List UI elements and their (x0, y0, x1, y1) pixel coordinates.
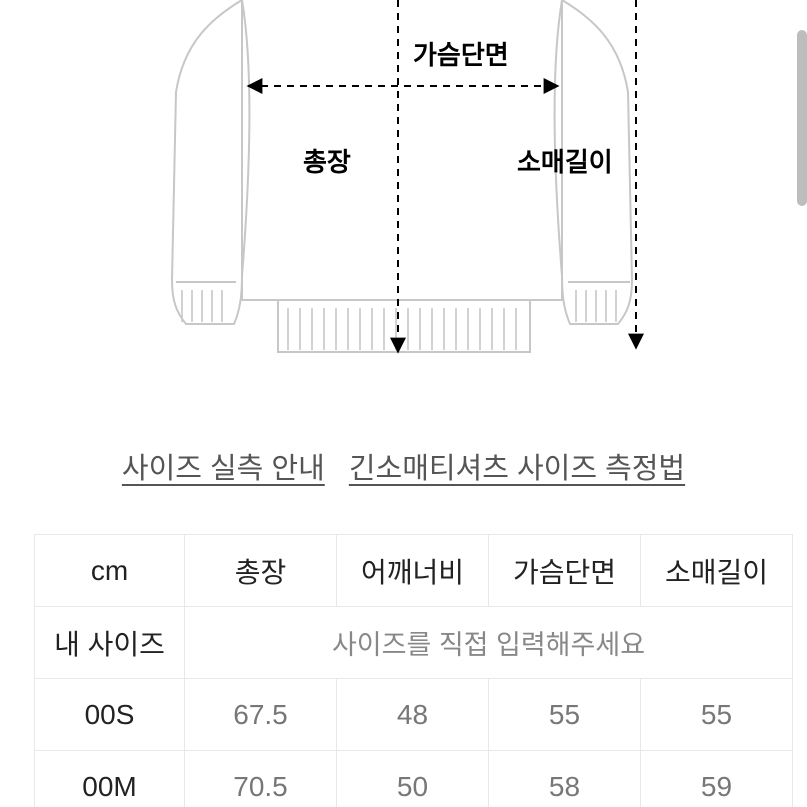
size-table-wrap: cm 총장 어깨너비 가슴단면 소매길이 내 사이즈 사이즈를 직접 입력해주세… (34, 534, 793, 807)
cell: 55 (641, 679, 793, 751)
cell: 58 (489, 751, 641, 807)
table-header-row: cm 총장 어깨너비 가슴단면 소매길이 (35, 535, 793, 607)
size-label: 00S (35, 679, 185, 751)
cell: 50 (337, 751, 489, 807)
cell: 48 (337, 679, 489, 751)
cell: 55 (489, 679, 641, 751)
link-measure-how[interactable]: 긴소매티셔츠 사이즈 측정법 (349, 453, 685, 485)
col-shoulder: 어깨너비 (337, 535, 489, 607)
cell: 67.5 (185, 679, 337, 751)
my-size-row[interactable]: 내 사이즈 사이즈를 직접 입력해주세요 (35, 607, 793, 679)
unit-header: cm (35, 535, 185, 607)
label-total-length: 총장 (303, 142, 351, 179)
my-size-label: 내 사이즈 (35, 607, 185, 679)
table-row: 00S 67.5 48 55 55 (35, 679, 793, 751)
link-size-guide[interactable]: 사이즈 실측 안내 (122, 453, 325, 485)
label-chest: 가슴단면 (413, 35, 509, 72)
my-size-placeholder[interactable]: 사이즈를 직접 입력해주세요 (185, 607, 793, 679)
col-total-length: 총장 (185, 535, 337, 607)
garment-svg (0, 0, 807, 370)
col-sleeve: 소매길이 (641, 535, 793, 607)
cell: 70.5 (185, 751, 337, 807)
cell: 59 (641, 751, 793, 807)
label-sleeve-length: 소매길이 (517, 142, 613, 179)
col-chest: 가슴단면 (489, 535, 641, 607)
help-links: 사이즈 실측 안내 긴소매티셔츠 사이즈 측정법 (0, 445, 807, 487)
size-table: cm 총장 어깨너비 가슴단면 소매길이 내 사이즈 사이즈를 직접 입력해주세… (34, 534, 793, 807)
table-row: 00M 70.5 50 58 59 (35, 751, 793, 807)
size-label: 00M (35, 751, 185, 807)
page-root: 가슴단면 총장 소매길이 사이즈 실측 안내 긴소매티셔츠 사이즈 측정법 cm… (0, 0, 807, 807)
size-diagram: 가슴단면 총장 소매길이 (0, 0, 807, 370)
